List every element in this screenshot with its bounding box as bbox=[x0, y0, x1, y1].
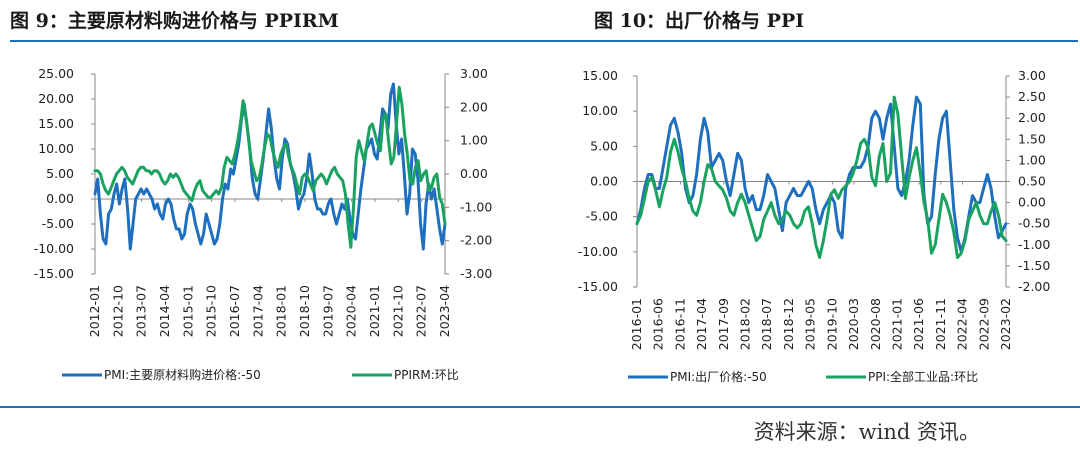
x-tick-label: 2012-10 bbox=[110, 285, 125, 337]
right-tick-label: 0.00 bbox=[460, 166, 488, 181]
x-tick-label: 2019-10 bbox=[824, 298, 839, 350]
x-tick-label: 2018-07 bbox=[759, 298, 774, 350]
left-tick-label: 20.00 bbox=[38, 91, 74, 106]
legend-label: PPI:全部工业品:环比 bbox=[868, 369, 978, 384]
series-line-1 bbox=[93, 82, 447, 251]
right-tick-label: 2.50 bbox=[1018, 89, 1046, 104]
source-note: 资料来源：wind 资讯。 bbox=[753, 420, 980, 444]
x-tick-label: 2016-07 bbox=[227, 285, 242, 337]
x-tick-label: 2017-04 bbox=[250, 285, 265, 337]
right-tick-label: 1.00 bbox=[1018, 152, 1046, 167]
series-line-2 bbox=[635, 95, 1008, 259]
chart-1: 25.00 20.00 15.00 10.00 5.00 0.00 -5.00 -10.00 -… bbox=[34, 66, 493, 382]
x-tick-label: 2021-10 bbox=[390, 285, 405, 337]
x-tick-label: 2020-08 bbox=[868, 298, 883, 350]
x-tick-label: 2016-06 bbox=[651, 298, 666, 350]
top-rule bbox=[10, 40, 1078, 42]
right-tick-label: -1.50 bbox=[1018, 258, 1050, 273]
x-tick-label: 2020-04 bbox=[344, 285, 359, 337]
right-tick-label: 1.50 bbox=[1018, 131, 1046, 146]
left-tick-label: -5.00 bbox=[586, 209, 618, 224]
right-tick-label: 3.00 bbox=[1018, 68, 1046, 83]
right-tick-label: -1.00 bbox=[460, 199, 492, 214]
left-tick-label: -10.00 bbox=[34, 241, 74, 256]
legend-label: PMI:出厂价格:-50 bbox=[670, 369, 767, 384]
x-tick-label: 2018-10 bbox=[297, 285, 312, 337]
right-tick-label: 2.00 bbox=[460, 99, 488, 114]
left-tick-label: 15.00 bbox=[38, 116, 74, 131]
x-tick-label: 2023-04 bbox=[437, 285, 452, 337]
left-tick-label: 10.00 bbox=[582, 103, 618, 118]
x-tick-label: 2017-04 bbox=[694, 298, 709, 350]
left-tick-label: -5.00 bbox=[42, 216, 74, 231]
x-tick-label: 2015-01 bbox=[180, 285, 195, 337]
chart-title-left: 图 9：主要原材料购进价格与 PPIRM bbox=[10, 10, 339, 32]
left-tick-label: 5.00 bbox=[46, 166, 74, 181]
left-tick-label: 5.00 bbox=[590, 138, 618, 153]
x-tick-label: 2012-01 bbox=[87, 285, 102, 337]
x-tick-label: 2021-11 bbox=[933, 298, 948, 350]
left-tick-label: -15.00 bbox=[578, 279, 618, 294]
x-tick-label: 2016-11 bbox=[672, 298, 687, 350]
x-tick-label: 2019-05 bbox=[803, 298, 818, 350]
right-tick-label: -0.50 bbox=[1018, 216, 1050, 231]
right-tick-label: -2.00 bbox=[460, 233, 492, 248]
x-tick-label: 2018-02 bbox=[738, 298, 753, 350]
right-tick-label: 1.00 bbox=[460, 133, 488, 148]
x-tick-label: 2016-01 bbox=[629, 298, 644, 350]
x-tick-label: 2021-01 bbox=[889, 298, 904, 350]
left-tick-label: -10.00 bbox=[578, 244, 618, 259]
x-tick-label: 2018-12 bbox=[781, 298, 796, 350]
right-tick-label: 2.00 bbox=[1018, 110, 1046, 125]
x-tick-label: 2020-03 bbox=[846, 298, 861, 350]
left-tick-label: 25.00 bbox=[38, 66, 74, 81]
x-tick-label: 2021-06 bbox=[911, 298, 926, 350]
x-tick-label: 2022-09 bbox=[976, 298, 991, 350]
x-tick-label: 2015-10 bbox=[204, 285, 219, 337]
legend-label: PPIRM:环比 bbox=[394, 368, 459, 382]
chart-2: 15.00 10.00 5.00 0.00 -5.00 -10.00 -15.00 3.00 2… bbox=[578, 68, 1051, 384]
series-line-2 bbox=[93, 85, 447, 249]
x-tick-label: 2019-07 bbox=[320, 285, 335, 337]
x-tick-label: 2022-04 bbox=[955, 298, 970, 350]
x-tick-label: 2021-01 bbox=[367, 285, 382, 337]
bottom-rule bbox=[0, 406, 1080, 408]
right-tick-label: -2.00 bbox=[1018, 279, 1050, 294]
right-tick-label: -3.00 bbox=[460, 266, 492, 281]
series-line-1 bbox=[635, 95, 1008, 254]
left-tick-label: 0.00 bbox=[590, 174, 618, 189]
left-tick-label: 10.00 bbox=[38, 141, 74, 156]
chart-title-right: 图 10：出厂价格与 PPI bbox=[594, 10, 805, 32]
x-tick-label: 2013-07 bbox=[134, 285, 149, 337]
x-tick-label: 2023-02 bbox=[998, 298, 1013, 350]
right-tick-label: -1.00 bbox=[1018, 237, 1050, 252]
right-tick-label: 0.00 bbox=[1018, 195, 1046, 210]
left-tick-label: -15.00 bbox=[34, 266, 74, 281]
left-tick-label: 0.00 bbox=[46, 191, 74, 206]
legend-label: PMI:主要原材料购进价格:-50 bbox=[104, 367, 261, 382]
x-tick-label: 2017-09 bbox=[716, 298, 731, 350]
right-tick-label: 0.50 bbox=[1018, 174, 1046, 189]
x-tick-label: 2018-01 bbox=[274, 285, 289, 337]
charts-canvas: 25.00 20.00 15.00 10.00 5.00 0.00 -5.00 -10.00 -… bbox=[34, 66, 1051, 384]
x-tick-label: 2014-04 bbox=[157, 285, 172, 337]
right-tick-label: 3.00 bbox=[460, 66, 488, 81]
left-tick-label: 15.00 bbox=[582, 68, 618, 83]
x-tick-label: 2022-07 bbox=[414, 285, 429, 337]
